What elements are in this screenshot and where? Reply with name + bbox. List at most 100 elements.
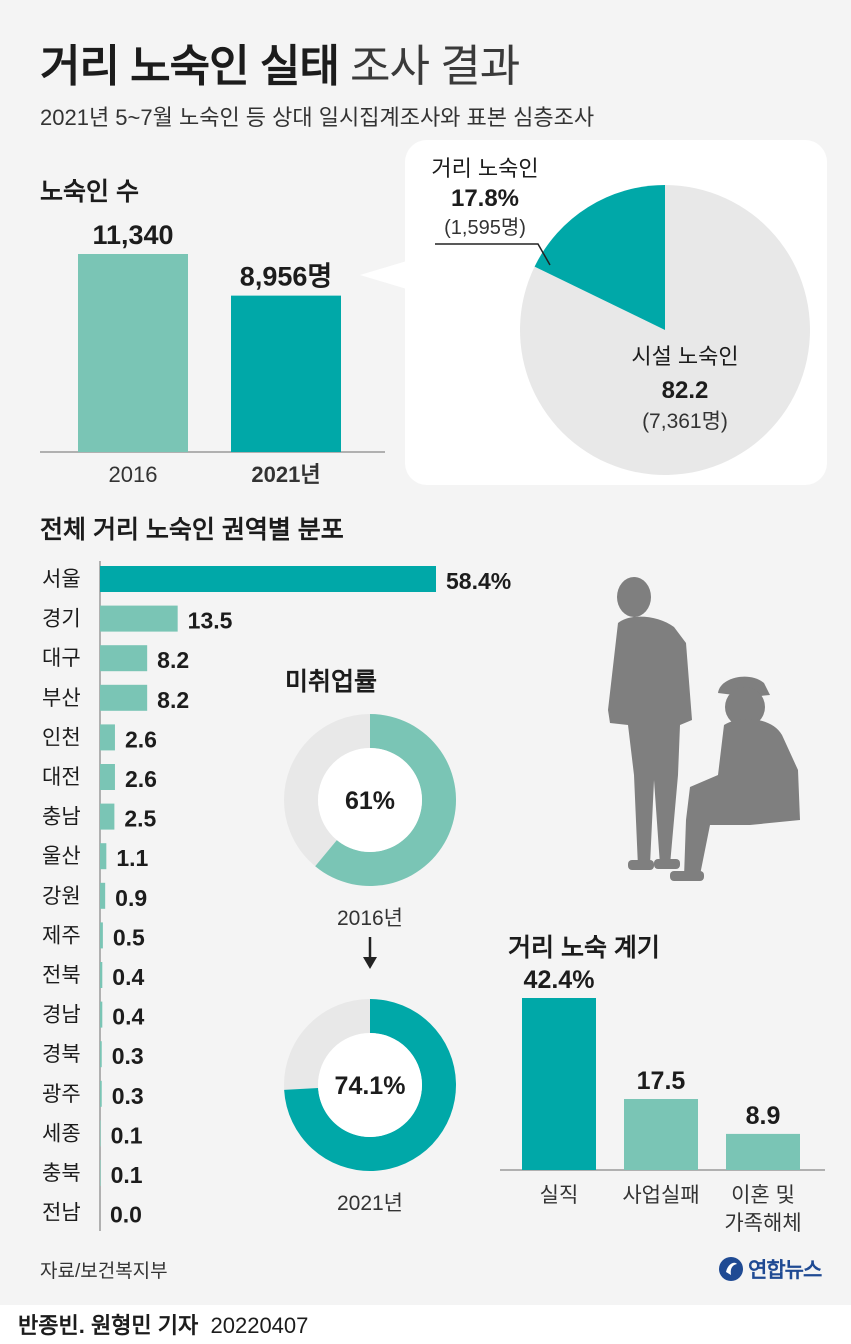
- donut-arc: [284, 999, 456, 1171]
- count-bar-chart: 11,340 2016 8,956명 2021년: [40, 220, 385, 487]
- reasons-bar: [726, 1133, 800, 1170]
- reasons-value-label: 42.4%: [524, 966, 595, 994]
- region-bar: [100, 882, 106, 909]
- donut-value-label: 61%: [345, 787, 395, 815]
- region-value-label: 0.4: [112, 1004, 144, 1030]
- count-bar: [231, 295, 341, 452]
- region-value-label: 0.1: [111, 1162, 143, 1188]
- region-bar: [100, 566, 436, 592]
- yonhap-logo-text: 연합뉴스: [748, 1259, 822, 1282]
- region-category-label: 대구: [42, 647, 81, 670]
- donut-value-label: 74.1%: [335, 1072, 406, 1100]
- region-bar: [100, 803, 115, 830]
- region-bar: [100, 1041, 102, 1068]
- reasons-bar: [624, 1099, 698, 1170]
- yonhap-logo-icon: [719, 1257, 743, 1281]
- region-value-label: 2.6: [125, 726, 157, 752]
- footer-bar: [0, 1305, 851, 1344]
- region-category-label: 제주: [42, 924, 81, 947]
- street-label: 거리 노숙인: [431, 156, 538, 181]
- region-value-label: 0.9: [115, 885, 147, 911]
- region-category-label: 충북: [42, 1162, 81, 1185]
- street-leader-line: [435, 243, 551, 266]
- region-bar: [100, 645, 148, 672]
- facility-value-label: 82.2: [662, 377, 709, 404]
- yonhap-logo: 연합뉴스: [718, 1254, 822, 1284]
- region-value-label: 8.2: [157, 687, 189, 713]
- region-bar: [100, 843, 107, 870]
- region-value-label: 1.1: [116, 845, 148, 871]
- region-category-label: 울산: [42, 845, 81, 868]
- unemployment-title: 미취업률: [285, 668, 378, 696]
- region-value-label: 0.4: [112, 964, 144, 990]
- reasons-chart-title: 거리 노숙 계기: [508, 934, 660, 962]
- people-silhouette-icon: [608, 577, 800, 881]
- reasons-category-label: 가족해체: [724, 1212, 801, 1235]
- region-value-label: 0.1: [111, 1122, 143, 1148]
- region-category-label: 경기: [42, 608, 81, 631]
- region-category-label: 세종: [42, 1122, 81, 1145]
- region-value-label: 0.3: [112, 1043, 144, 1069]
- reasons-category-label: 실직: [540, 1184, 579, 1207]
- region-bar: [100, 724, 115, 751]
- region-category-label: 부산: [42, 687, 81, 710]
- region-value-label: 0.5: [113, 924, 145, 950]
- donut-year-label: 2021년: [337, 1192, 403, 1215]
- reasons-value-label: 8.9: [746, 1102, 781, 1130]
- region-value-label: 58.4%: [446, 568, 511, 594]
- byline: 반종빈. 원형민 기자 20220407: [18, 1308, 308, 1340]
- region-bar: [100, 684, 148, 711]
- reasons-bar: [522, 998, 596, 1170]
- region-category-label: 충남: [42, 806, 81, 829]
- region-value-label: 0.3: [112, 1083, 144, 1109]
- region-bar: [100, 962, 103, 988]
- region-bar: [100, 1080, 102, 1107]
- pie-slice-facility: [520, 185, 810, 476]
- region-bar: [100, 1001, 103, 1028]
- donut-hole: [318, 1033, 422, 1137]
- unemployment-donuts: 61% 2016년 74.1% 2021년: [284, 714, 456, 1215]
- reasons-category-label: 이혼 및: [731, 1184, 795, 1207]
- region-category-label: 대전: [42, 766, 81, 789]
- publish-date: 20220407: [210, 1313, 309, 1338]
- region-value-label: 0.0: [110, 1202, 142, 1228]
- down-arrow-icon: [363, 937, 377, 969]
- count-bar: [78, 254, 188, 452]
- source-note: 자료/보건복지부: [40, 1261, 168, 1282]
- region-category-label: 강원: [42, 885, 81, 908]
- region-category-label: 광주: [42, 1083, 81, 1106]
- region-value-label: 13.5: [188, 608, 233, 634]
- facility-label: 시설 노숙인: [631, 344, 738, 369]
- region-bar: [100, 1120, 101, 1147]
- street-count-label: (1,595명): [444, 216, 526, 239]
- regional-bar-chart: 서울 58.4% 경기 13.5 대구 8.2 부산 8.2 인천 2.6 대전 2.6 충남 2.5 울산…: [42, 561, 511, 1231]
- count-category-label: 2021년: [251, 462, 320, 487]
- regional-chart-title: 전체 거리 노숙인 권역별 분포: [40, 516, 344, 544]
- region-bar: [100, 922, 103, 949]
- pie-chart: 거리 노숙인 17.8% (1,595명) 시설 노숙인 82.2 (7,361명): [360, 156, 810, 476]
- region-bar: [100, 764, 115, 790]
- region-category-label: 경북: [42, 1043, 81, 1066]
- callout-pointer: [360, 260, 410, 290]
- count-value-label: 11,340: [92, 220, 173, 250]
- region-value-label: 2.5: [124, 806, 156, 832]
- street-value-label: 17.8%: [451, 185, 519, 212]
- reasons-category-label: 사업실패: [622, 1184, 699, 1207]
- region-category-label: 인천: [42, 726, 81, 749]
- region-category-label: 경남: [42, 1004, 81, 1027]
- pie-slice-street: [534, 185, 665, 330]
- reasons-value-label: 17.5: [637, 1067, 686, 1095]
- page-subtitle: 2021년 5~7월 노숙인 등 상대 일시집계조사와 표본 심층조사: [40, 105, 595, 130]
- donut-hole: [318, 748, 422, 852]
- region-category-label: 전북: [42, 964, 81, 987]
- page-title: 거리 노숙인 실태 조사 결과: [40, 42, 520, 91]
- region-value-label: 8.2: [157, 647, 189, 673]
- donut-year-label: 2016년: [337, 907, 403, 930]
- region-value-label: 2.6: [125, 766, 157, 792]
- donut-arc: [315, 714, 456, 886]
- count-chart-title: 노숙인 수: [40, 178, 139, 206]
- count-category-label: 2016: [109, 462, 158, 487]
- count-value-label: 8,956명: [240, 262, 332, 292]
- region-category-label: 서울: [42, 568, 81, 591]
